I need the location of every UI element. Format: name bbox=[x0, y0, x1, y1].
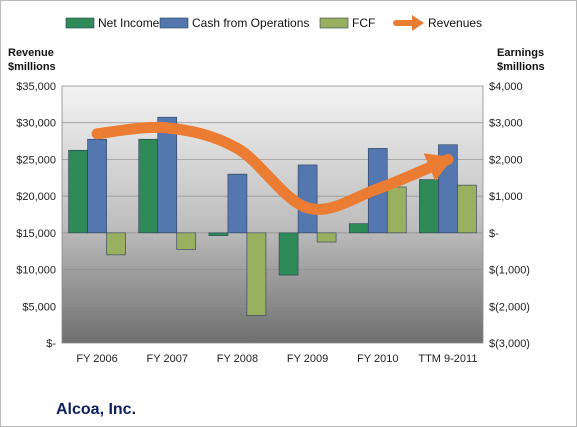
fcf-bar bbox=[106, 232, 126, 256]
left-axis: $- $5,000 $10,000 $15,000 $20,000 $25,000 $30,… bbox=[16, 81, 56, 350]
left-tick-label: $15,000 bbox=[16, 228, 56, 240]
cash-from-operations-bar bbox=[87, 138, 107, 234]
category-label: FY 2010 bbox=[357, 353, 398, 365]
legend-revenues-arrow bbox=[412, 15, 424, 31]
right-tick-label: $1,000 bbox=[489, 191, 523, 203]
net-income-bar bbox=[208, 232, 229, 236]
left-tick-label: $30,000 bbox=[16, 118, 56, 130]
revenues-line bbox=[91, 121, 454, 215]
revenues-arrowhead bbox=[423, 153, 454, 181]
left-tick-label: $25,000 bbox=[16, 154, 56, 166]
legend-cash-from-operations-swatch bbox=[159, 17, 189, 29]
right-tick-label: $(3,000) bbox=[489, 338, 530, 350]
revenue-line-layer bbox=[91, 121, 454, 215]
left-axis-title-line2: $millions bbox=[8, 61, 56, 73]
category-label: FY 2006 bbox=[76, 353, 117, 365]
right-tick-label: $2,000 bbox=[489, 154, 523, 166]
legend-net-income-label: Net Income bbox=[98, 16, 160, 30]
net-income-bar bbox=[278, 232, 299, 276]
right-tick-label: $4,000 bbox=[489, 81, 523, 93]
right-axis: $(3,000) $(2,000) $(1,000) $- $1,000 $2,000 $3… bbox=[489, 81, 530, 350]
company-name: Alcoa, Inc. bbox=[56, 401, 136, 418]
right-axis-title-line1: Earnings bbox=[497, 47, 544, 59]
legend-fcf-label: FCF bbox=[352, 16, 375, 30]
gridlines bbox=[62, 122, 483, 307]
left-tick-label: $20,000 bbox=[16, 191, 56, 203]
right-tick-label: $(2,000) bbox=[489, 301, 530, 313]
fcf-bar bbox=[457, 184, 477, 234]
fcf-bar bbox=[246, 232, 267, 316]
category-axis: FY 2006 FY 2007 FY 2008 FY 2009 FY 2010 TTM 9… bbox=[76, 353, 477, 365]
left-tick-label: $5,000 bbox=[22, 301, 56, 313]
legend-net-income-swatch bbox=[65, 17, 95, 29]
net-income-bar bbox=[419, 179, 439, 234]
cash-from-operations-bar bbox=[157, 116, 178, 234]
cash-from-operations-bar bbox=[227, 173, 248, 234]
category-label: FY 2008 bbox=[217, 353, 258, 365]
left-axis-title-line1: Revenue bbox=[8, 47, 54, 59]
right-axis-title-line2: $millions bbox=[497, 61, 545, 73]
right-tick-label: $(1,000) bbox=[489, 265, 530, 277]
legend: Net Income Cash from Operations FCF Revenue… bbox=[65, 15, 482, 31]
legend-revenues-label: Revenues bbox=[428, 16, 482, 30]
net-income-bar bbox=[138, 138, 159, 234]
category-label: FY 2009 bbox=[287, 353, 328, 365]
legend-fcf-swatch bbox=[319, 17, 349, 29]
fcf-bar bbox=[176, 232, 197, 250]
net-income-bar bbox=[68, 149, 88, 234]
category-label: FY 2007 bbox=[147, 353, 188, 365]
net-income-bar bbox=[348, 223, 369, 234]
fcf-bar bbox=[316, 232, 337, 243]
left-tick-label: $35,000 bbox=[16, 81, 56, 93]
left-tick-label: $10,000 bbox=[16, 265, 56, 277]
right-tick-label: $- bbox=[489, 228, 499, 240]
legend-cash-from-operations-label: Cash from Operations bbox=[192, 16, 309, 30]
fcf-bar bbox=[386, 186, 407, 234]
right-tick-label: $3,000 bbox=[489, 118, 523, 130]
category-label: TTM 9-2011 bbox=[418, 353, 477, 365]
left-tick-label: $- bbox=[46, 338, 56, 350]
